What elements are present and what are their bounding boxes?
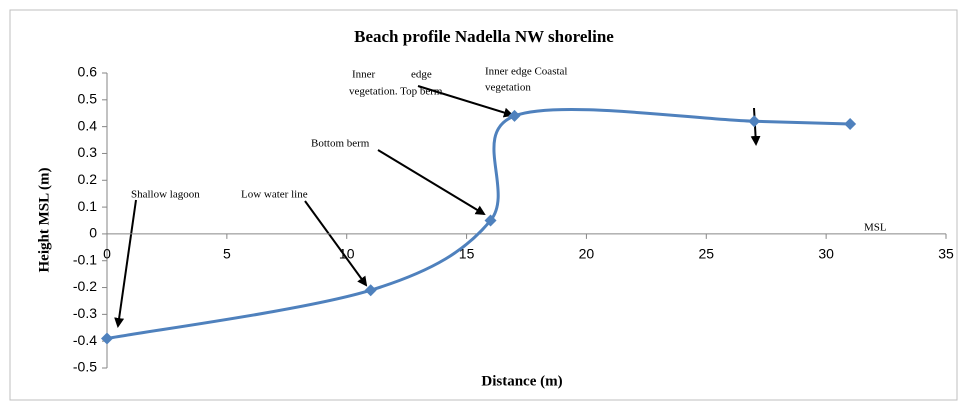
x-tick-label: 35 — [938, 246, 954, 262]
y-tick-label: 0.6 — [78, 64, 98, 80]
x-tick-label: 10 — [339, 246, 355, 262]
y-tick-label: 0 — [89, 225, 97, 241]
annotation: Shallow lagoon — [131, 189, 200, 201]
y-tick-label: -0.3 — [73, 305, 97, 321]
annotation: vegetation. Top berm — [349, 86, 443, 98]
x-tick-label: 20 — [579, 246, 595, 262]
chart-border — [9, 9, 958, 401]
y-tick-label: -0.5 — [73, 359, 97, 375]
data-point — [748, 115, 761, 128]
x-tick-label: 25 — [698, 246, 714, 262]
annotation: MSL — [864, 222, 887, 234]
y-tick-label: 0.3 — [78, 144, 98, 160]
y-tick-label: 0.4 — [78, 117, 98, 133]
data-point — [364, 284, 377, 297]
arrow — [417, 85, 514, 118]
y-tick-label: -0.1 — [73, 251, 97, 267]
data-point — [101, 332, 113, 345]
annotation: vegetation — [485, 82, 531, 94]
x-tick-label: 0 — [103, 246, 111, 262]
arrow — [304, 200, 368, 287]
chart-title: Beach profile Nadella NW shoreline — [354, 27, 614, 46]
x-axis-label: Distance (m) — [481, 373, 562, 389]
y-tick-label: 0.1 — [78, 198, 98, 214]
y-tick-label: -0.2 — [73, 278, 97, 294]
annotations: Shallow lagoon Low water line Bottom ber… — [114, 66, 887, 328]
x-tick-label: 15 — [459, 246, 475, 262]
annotation: Low water line — [241, 189, 308, 201]
data-point — [844, 117, 857, 130]
y-axis-label: Height MSL (m) — [36, 168, 52, 273]
y-tick-label: -0.4 — [73, 332, 97, 348]
data-point — [484, 214, 497, 227]
annotation: Inner edge — [352, 69, 432, 81]
data-point — [508, 109, 521, 122]
arrow — [114, 199, 137, 328]
annotation: Inner edge Coastal — [485, 66, 567, 78]
arrow — [377, 149, 486, 216]
x-tick-label: 30 — [818, 246, 834, 262]
x-tick-label: 5 — [223, 246, 231, 262]
y-tick-label: 0.2 — [78, 171, 98, 187]
annotation: Bottom berm — [311, 138, 370, 150]
y-tick-label: 0.5 — [78, 91, 98, 107]
